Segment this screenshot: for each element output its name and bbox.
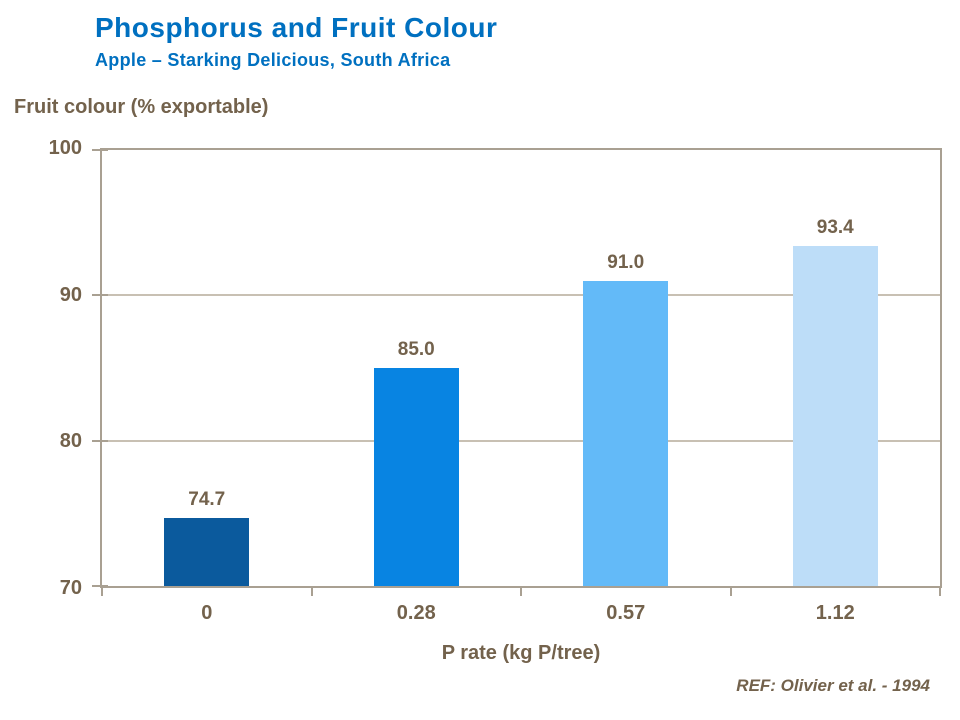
- y-tick-mark: [92, 149, 108, 151]
- x-tick-mark: [101, 586, 103, 596]
- bar: [583, 280, 669, 586]
- y-tick-label: 70: [59, 577, 82, 599]
- gridline: [102, 294, 940, 297]
- bar-value-label: 85.0: [397, 339, 435, 360]
- gridline: [102, 439, 940, 442]
- bar-value-label: 74.7: [188, 488, 226, 510]
- bar-value-label: 91.0: [607, 251, 645, 273]
- x-tick-label: 0.28: [396, 602, 436, 624]
- x-tick-mark: [939, 586, 941, 596]
- bar-value-label: 93.4: [816, 216, 854, 238]
- y-tick-mark: [92, 585, 108, 587]
- bar: [164, 517, 250, 586]
- chart-subtitle: Apple – Starking Delicious, South Africa: [95, 50, 451, 70]
- y-tick-mark: [92, 439, 108, 442]
- y-tick-label: 100: [48, 137, 82, 159]
- x-tick-label: 1.12: [815, 602, 855, 624]
- bar: [373, 368, 459, 586]
- y-tick-label: 90: [59, 283, 82, 306]
- y-tick-mark: [92, 294, 108, 297]
- x-tick-mark: [729, 586, 732, 596]
- x-tick-mark: [520, 586, 522, 596]
- y-tick-label: 80: [59, 430, 82, 453]
- x-axis-title: P rate (kg P/tree): [441, 642, 601, 664]
- x-tick-label: 0.57: [606, 602, 646, 624]
- y-axis-title: Fruit colour (% exportable): [14, 96, 269, 118]
- x-tick-label: 0: [201, 602, 213, 624]
- chart-title: Phosphorus and Fruit Colour: [95, 12, 498, 43]
- reference-note: REF: Olivier et al. - 1994: [736, 676, 930, 695]
- x-tick-mark: [310, 586, 313, 596]
- bar: [792, 245, 878, 586]
- plot-area: 74.7 85.0 91.0 93.4: [92, 148, 942, 596]
